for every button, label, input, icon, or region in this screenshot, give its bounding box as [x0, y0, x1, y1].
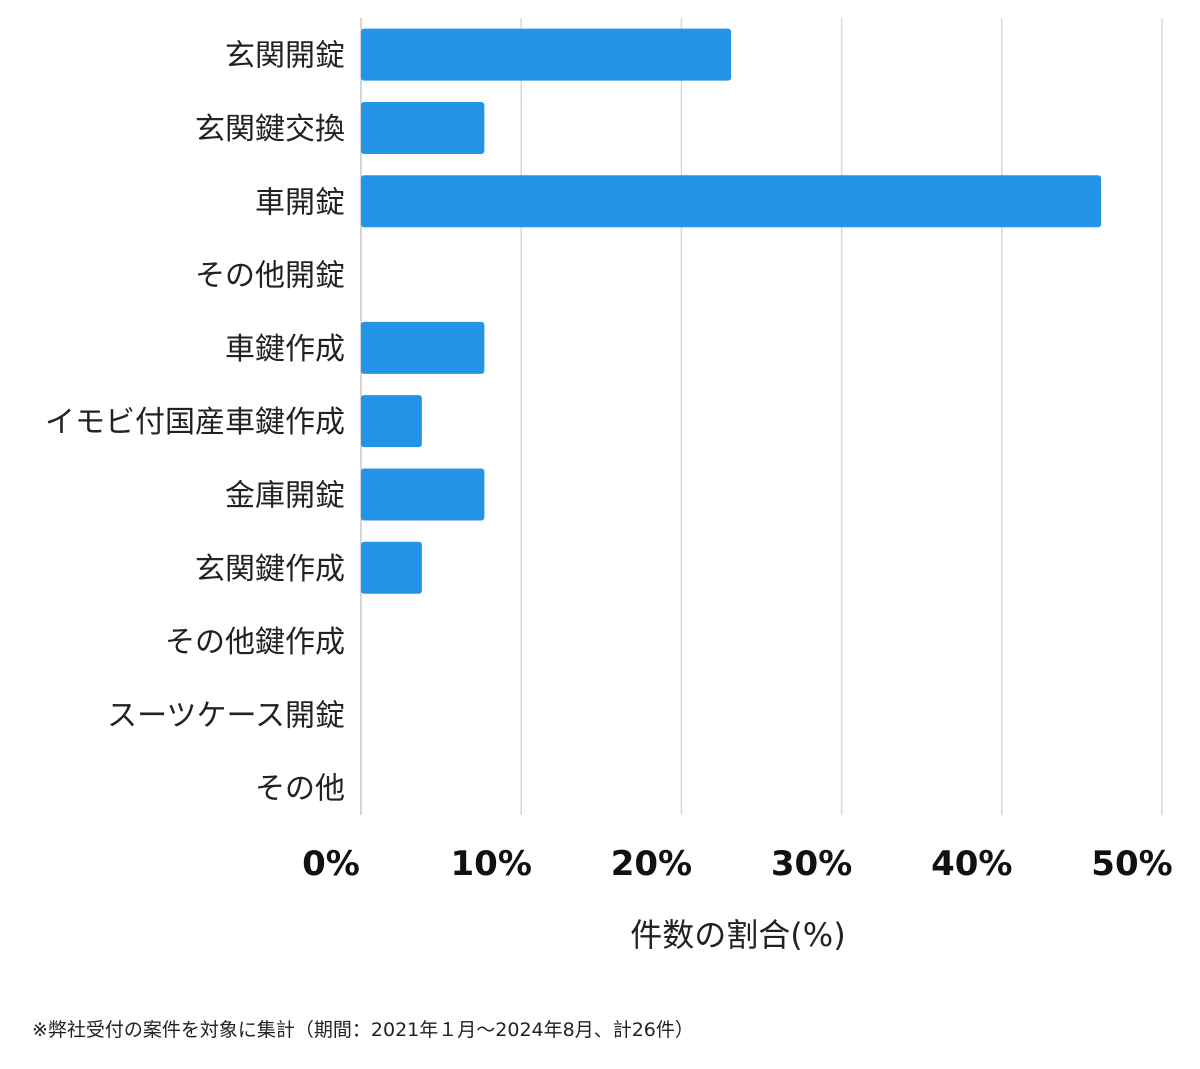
x-tick-label: 20%: [611, 844, 692, 884]
x-tick-label: 30%: [771, 844, 852, 884]
x-axis-title: 件数の割合(%): [630, 916, 845, 954]
bar: [361, 28, 732, 81]
category-label: その他開錠: [195, 259, 345, 294]
footnote: ※弊社受付の案件を対象に集計（期間：2021年１月〜2024年8月、計26件）: [32, 1019, 694, 1041]
x-tick-label: 40%: [931, 844, 1012, 884]
x-tick-label: 50%: [1091, 844, 1172, 884]
category-label: 車鍵作成: [225, 332, 345, 367]
bar: [361, 321, 485, 374]
bar: [361, 541, 422, 594]
category-label: イモビ付国産車鍵作成: [45, 405, 345, 440]
bar: [361, 395, 422, 448]
category-label: 金庫開錠: [225, 478, 345, 513]
category-label: 玄関鍵交換: [195, 112, 345, 147]
bar: [361, 468, 485, 521]
category-labels: 玄関開錠玄関鍵交換車開錠その他開錠車鍵作成イモビ付国産車鍵作成金庫開錠玄関鍵作成…: [45, 39, 345, 807]
x-tick-labels: 0% 10% 20% 30% 40% 50%: [302, 844, 1173, 884]
category-label: その他: [255, 772, 345, 807]
x-tick-label: 10%: [451, 844, 532, 884]
category-label: その他鍵作成: [165, 625, 345, 660]
x-tick-label: 0%: [302, 844, 360, 884]
bar: [361, 101, 485, 154]
category-label: 玄関開錠: [225, 39, 345, 74]
bars: [361, 28, 1102, 594]
category-label: 玄関鍵作成: [195, 552, 345, 587]
gridlines: [360, 18, 1163, 815]
bar: [361, 175, 1102, 228]
category-label: スーツケース開錠: [107, 698, 345, 733]
bar-chart: 玄関開錠玄関鍵交換車開錠その他開錠車鍵作成イモビ付国産車鍵作成金庫開錠玄関鍵作成…: [45, 18, 1173, 954]
category-label: 車開錠: [255, 185, 345, 220]
